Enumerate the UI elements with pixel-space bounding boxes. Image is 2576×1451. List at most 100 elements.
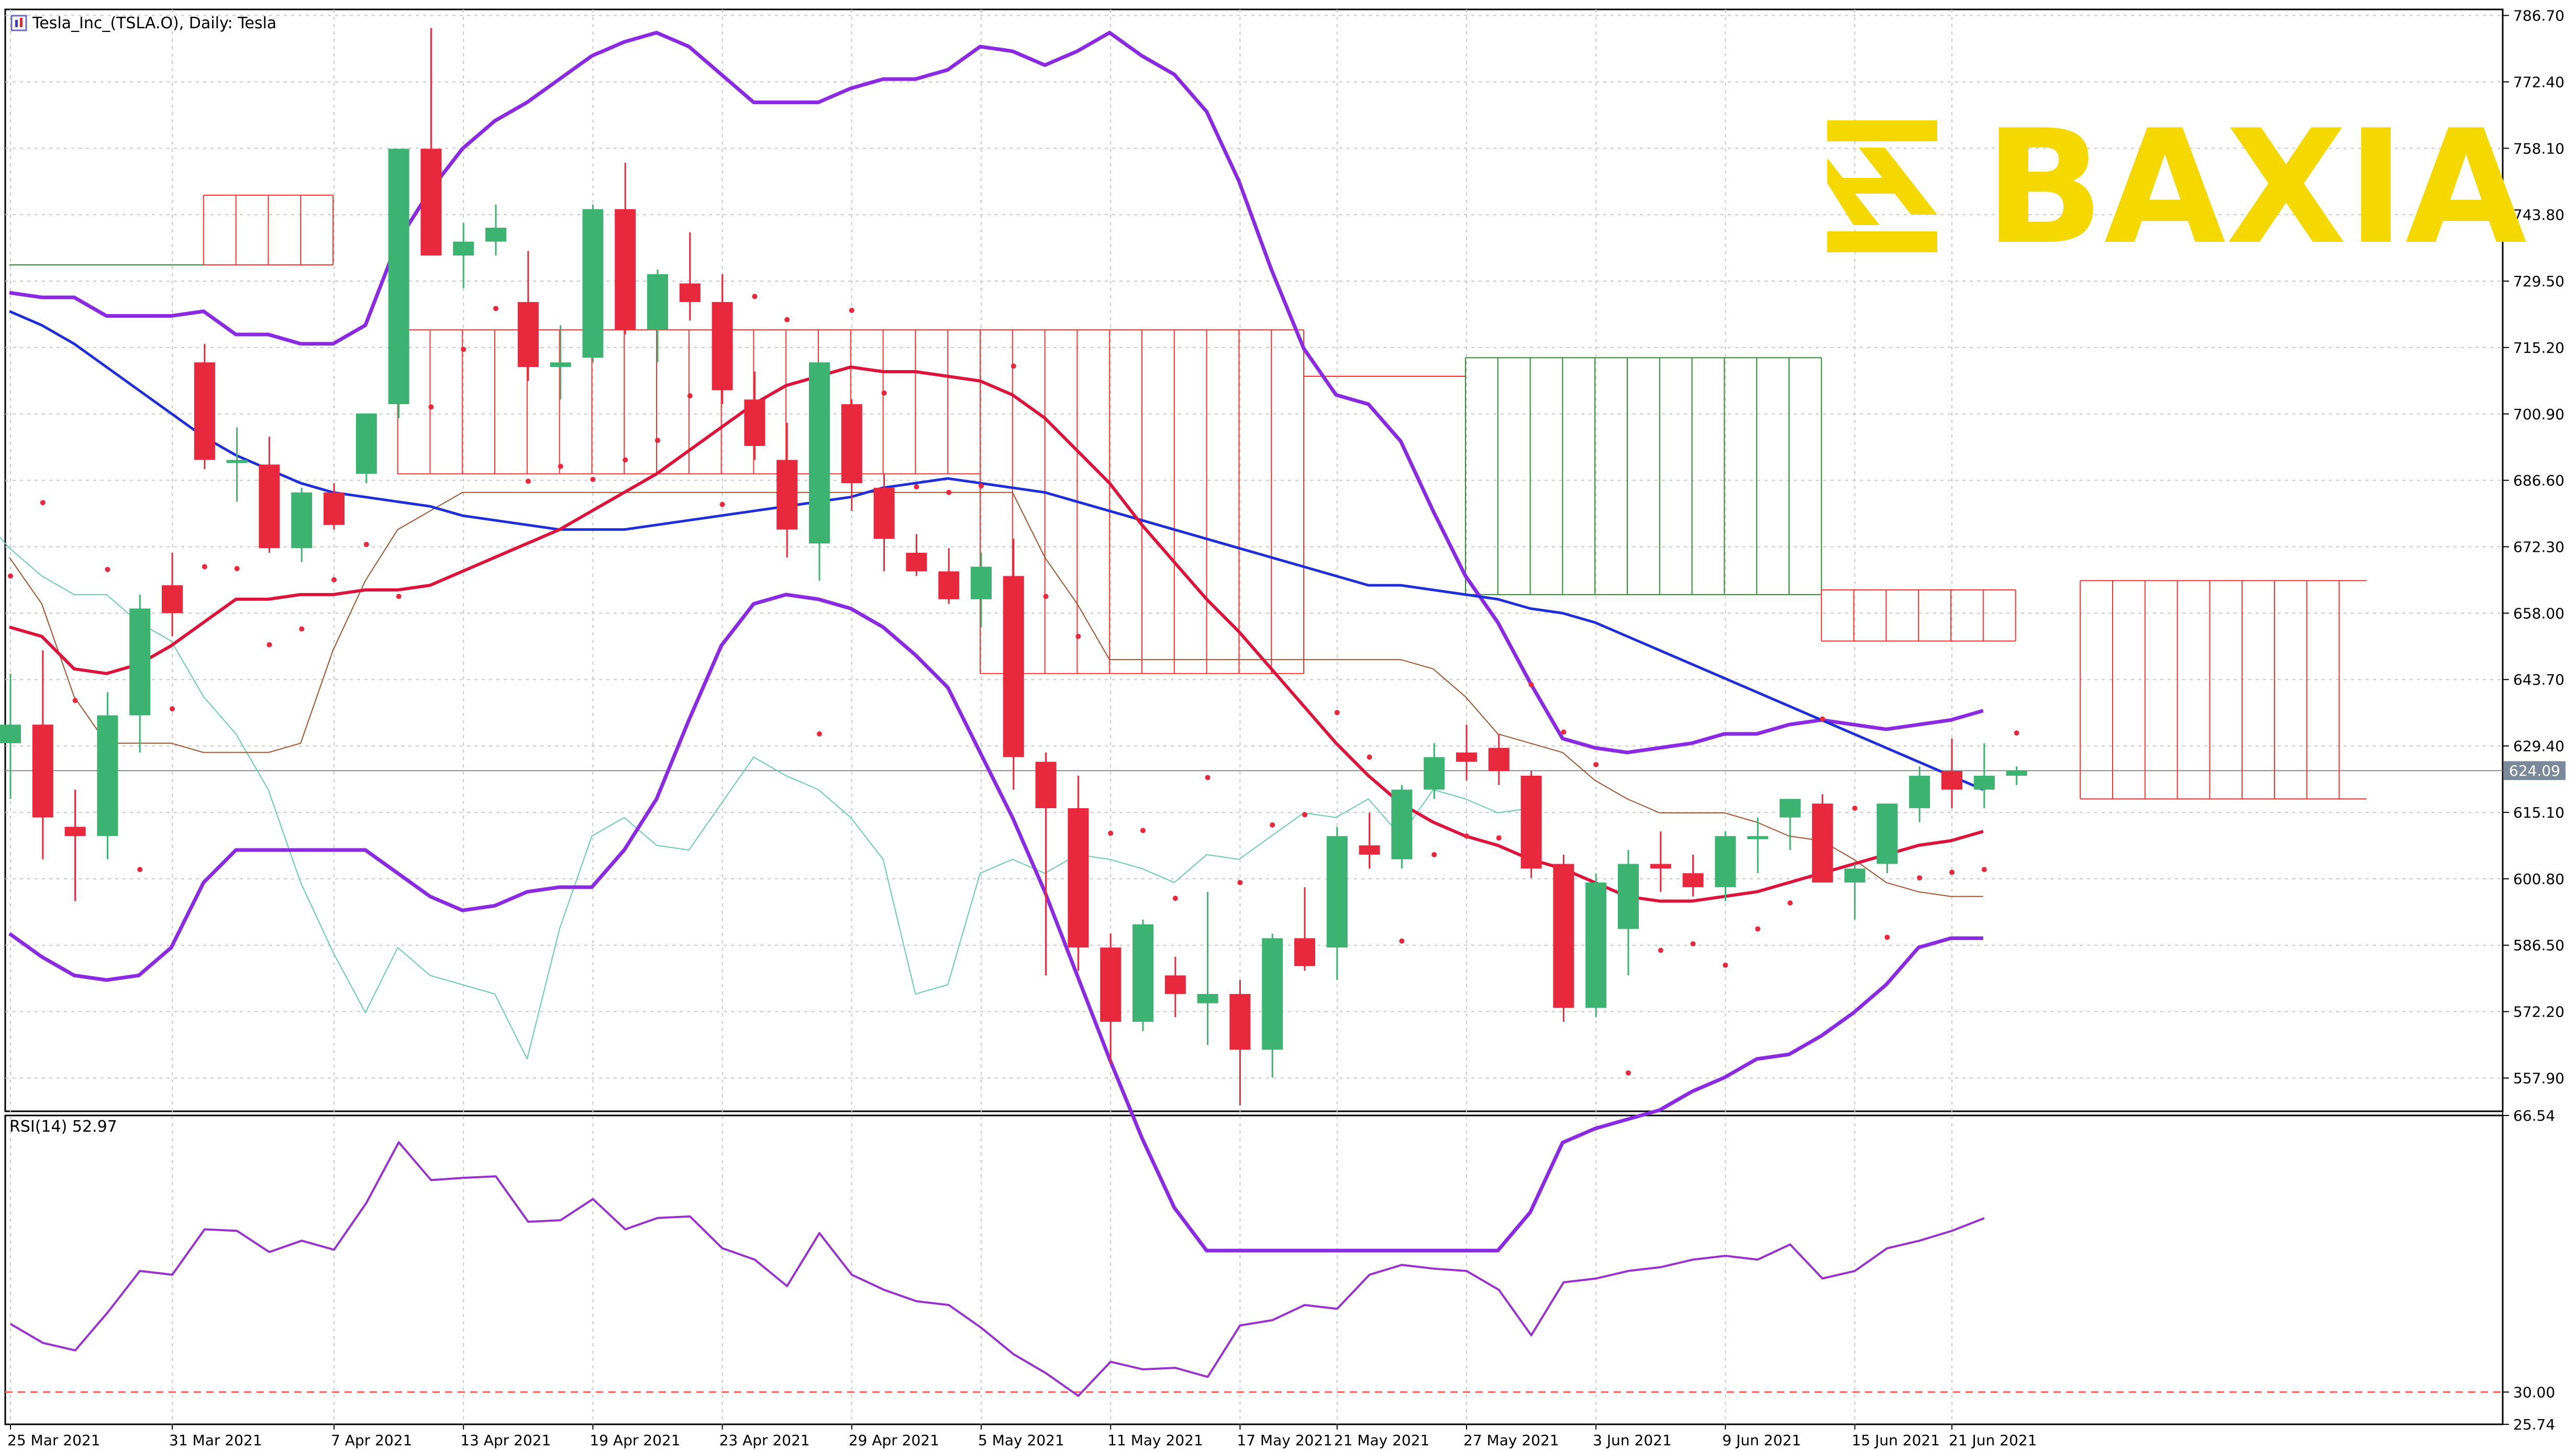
price-tick-label: 786.70: [2513, 7, 2564, 25]
price-tick-label: 700.90: [2513, 406, 2564, 423]
price-tick-label: 643.70: [2513, 671, 2564, 688]
psar-dot: [525, 478, 531, 484]
candle-body: [1747, 836, 1769, 840]
candle-body: [1682, 873, 1704, 887]
candle-body: [776, 460, 798, 530]
candle-body: [324, 492, 345, 525]
candle-body: [809, 362, 830, 544]
psar-dot: [784, 317, 790, 322]
psar-dot: [1140, 828, 1146, 833]
psar-dot: [1658, 947, 1663, 953]
symbol-icon: [10, 15, 27, 31]
candle-body: [550, 362, 571, 367]
psar-dot: [1334, 710, 1340, 716]
psar-dot: [137, 867, 143, 873]
psar-dot: [1302, 812, 1307, 818]
candle-body: [744, 399, 765, 446]
psar-dot: [1399, 938, 1405, 944]
candle-body: [162, 585, 183, 613]
psar-dot: [299, 626, 305, 632]
psar-dot: [655, 438, 660, 443]
candle-body: [679, 283, 701, 302]
candle-body: [0, 724, 21, 743]
candle-body: [841, 404, 862, 483]
current-price-tag: [2504, 761, 2566, 780]
psar-dot: [1270, 822, 1275, 828]
candle-body: [1973, 775, 1995, 790]
psar-dot: [1205, 775, 1211, 780]
psar-dot: [623, 457, 628, 463]
candle-body: [938, 571, 960, 599]
psar-dot: [2014, 730, 2019, 736]
price-tick-label: 743.80: [2513, 206, 2564, 224]
psar-dot: [687, 393, 693, 399]
candle-body: [1877, 803, 1898, 864]
date-tick-label: 13 Apr 2021: [460, 1432, 551, 1449]
date-tick-label: 7 Apr 2021: [331, 1432, 412, 1449]
price-tick-label: 629.40: [2513, 738, 2564, 755]
date-tick-label: 5 May 2021: [978, 1432, 1064, 1449]
candle-body: [1715, 836, 1736, 887]
fast-ma-line: [9, 365, 1984, 903]
price-tick-label: 715.20: [2513, 339, 2564, 356]
psar-dot: [849, 307, 854, 313]
psar-dot: [461, 347, 467, 352]
psar-dot: [1723, 962, 1728, 968]
candle-body: [1035, 762, 1057, 809]
candle-body: [1326, 836, 1348, 948]
candle-body: [1229, 994, 1251, 1050]
psar-dot: [8, 573, 13, 579]
psar-dot: [752, 294, 758, 299]
candle-body: [226, 460, 248, 463]
psar-dot: [234, 566, 240, 572]
psar-dot: [1431, 852, 1437, 857]
psar-dot: [1172, 896, 1178, 901]
psar-dot: [1367, 754, 1372, 760]
price-tick-label: 672.30: [2513, 539, 2564, 556]
candle-body: [971, 566, 992, 599]
price-tick-label: 557.90: [2513, 1069, 2564, 1087]
candle-body: [356, 413, 377, 474]
candle-body: [1424, 757, 1445, 790]
chart-title: Tesla_Inc_(TSLA.O), Daily: Tesla: [32, 14, 276, 32]
psar-dot: [979, 483, 984, 489]
psar-dot: [1819, 716, 1825, 722]
candle-body: [32, 724, 53, 818]
psar-dot: [1755, 926, 1761, 932]
candle-body: [1553, 864, 1574, 1008]
date-tick-label: 29 Apr 2021: [849, 1432, 939, 1449]
psar-dot: [881, 390, 887, 396]
candle-body: [647, 274, 668, 330]
psar-dot: [1464, 833, 1469, 839]
candle-body: [1197, 994, 1218, 1003]
candle-body: [906, 553, 927, 572]
candle-body: [615, 209, 636, 330]
date-tick-label: 17 May 2021: [1237, 1432, 1333, 1449]
candle-body: [1844, 868, 1866, 883]
rsi-tick-label: 66.54: [2513, 1107, 2555, 1124]
candle-body: [582, 209, 604, 358]
candle-body: [1294, 938, 1315, 966]
candle-body: [873, 487, 895, 539]
candle-body: [1909, 775, 1930, 809]
candle-body: [1068, 808, 1089, 948]
psar-dot: [170, 706, 175, 712]
price-tick-label: 658.00: [2513, 605, 2564, 622]
psar-dot: [1917, 875, 1923, 881]
parabolic-sar: [8, 294, 2019, 1076]
candle-body: [517, 302, 539, 367]
candle-body: [64, 827, 86, 836]
psar-dot: [1626, 1070, 1631, 1076]
psar-dot: [396, 594, 402, 599]
candle-body: [1618, 864, 1639, 929]
candle-body: [1132, 924, 1153, 1022]
psar-dot: [202, 564, 207, 570]
psar-dot: [1043, 594, 1049, 599]
psar-dot: [817, 731, 822, 737]
candle-body: [1262, 938, 1283, 1050]
psar-dot: [72, 698, 78, 704]
psar-dot: [493, 306, 498, 311]
psar-dot: [40, 500, 46, 506]
candle-body: [1780, 799, 1801, 818]
